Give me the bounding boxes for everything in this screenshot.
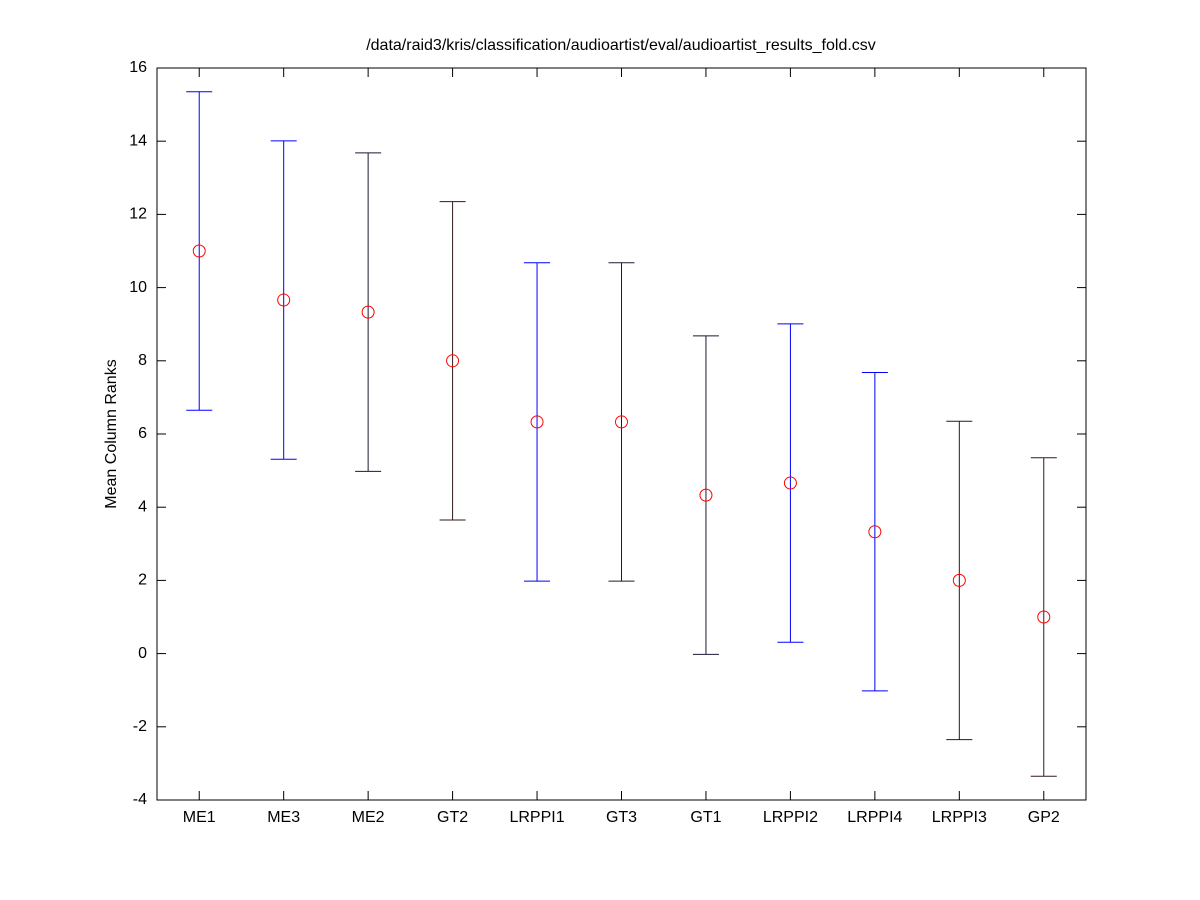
y-tick-label: 0 [138,645,147,662]
x-tick-label: GT1 [690,809,721,826]
mean-marker [783,476,797,490]
y-tick-label: 16 [129,59,147,76]
x-tick-label: ME1 [183,809,216,826]
mean-marker [446,354,460,368]
mean-marker [952,573,966,587]
mean-marker [1037,610,1051,624]
mean-marker [277,293,291,307]
mean-marker [530,415,544,429]
y-tick-label: 2 [138,572,147,589]
x-tick-label: ME2 [352,809,385,826]
mean-marker [868,525,882,539]
chart-title: /data/raid3/kris/classification/audioart… [366,37,876,54]
x-tick-label: GT2 [437,809,468,826]
mean-marker [192,244,206,258]
x-tick-label: GT3 [606,809,637,826]
x-tick-label: LRPPI2 [763,809,818,826]
y-tick-label: 14 [129,132,147,149]
y-tick-label: 12 [129,206,147,223]
x-tick-label: ME3 [267,809,300,826]
mean-marker [361,305,375,319]
y-axis-label: Mean Column Ranks [103,359,120,508]
y-tick-label: 8 [138,352,147,369]
x-tick-label: GP2 [1028,809,1060,826]
x-tick-label: LRPPI1 [509,809,564,826]
y-tick-label: 6 [138,425,147,442]
x-tick-label: LRPPI3 [932,809,987,826]
y-tick-label: -4 [133,791,147,808]
mean-marker [615,415,628,429]
x-tick-label: LRPPI4 [847,809,902,826]
mean-marker [699,488,713,502]
y-tick-label: 4 [138,498,147,515]
y-tick-label: -2 [133,718,147,735]
y-tick-label: 10 [129,279,147,296]
